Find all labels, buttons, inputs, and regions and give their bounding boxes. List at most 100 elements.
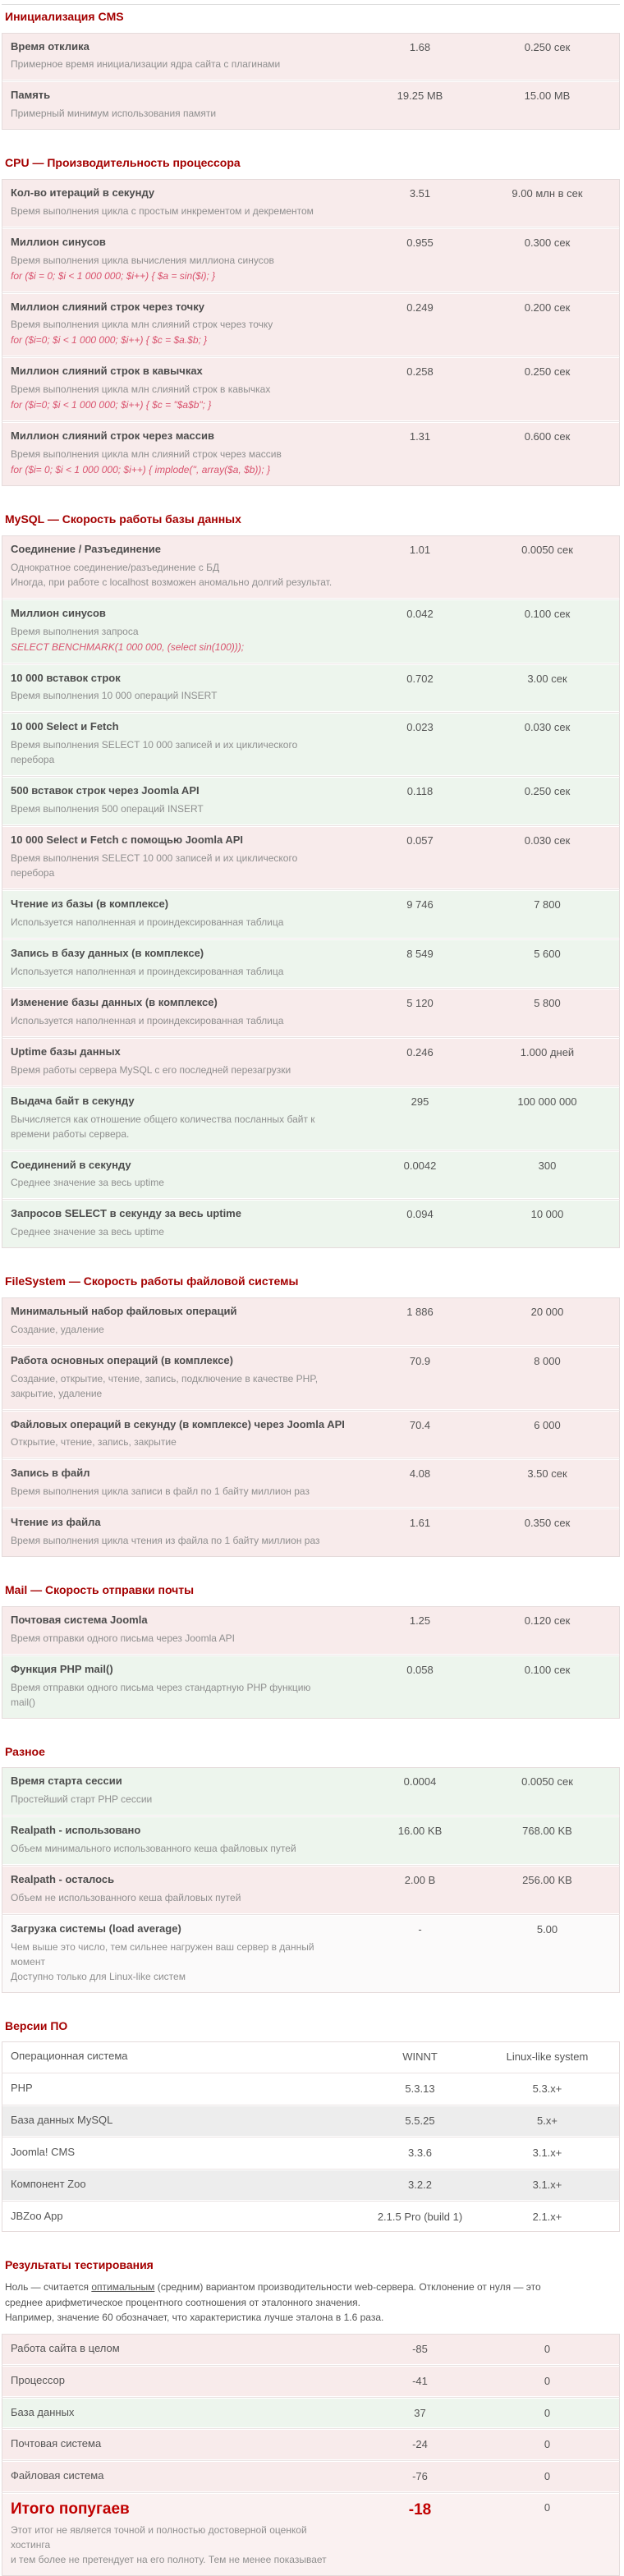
row-reference-value: 3.1.x+ [532, 2178, 562, 2191]
table-row: Запись в базу данных (в комплексе) Исполь… [2, 938, 620, 987]
row-value: 0.955 [406, 236, 434, 249]
section-misc: Разное Время старта сессии Простейший ста… [2, 1745, 620, 1993]
row-value: 1.61 [409, 1517, 431, 1530]
row-description: хостинга [11, 2538, 51, 2551]
row-reference-value: 0.030 сек [524, 721, 571, 734]
table-row: Миллион синусов Время выполнения цикла вы… [2, 227, 620, 292]
benchmark-table: Кол-во итераций в секунду Время выполнени… [2, 178, 620, 487]
row-title: Почтовая система [11, 2437, 102, 2450]
row-value: -41 [412, 2374, 428, 2387]
table-row: Почтовая система Joomla Время отправки од… [2, 1606, 619, 1654]
row-reference-value: 0.300 сек [524, 236, 571, 249]
row-reference-value: 0.250 сек [524, 365, 571, 379]
row-description: и тем более не претендует на его полноту… [11, 2553, 327, 2565]
row-main-cell: Чтение из базы (в комплексе) Используется… [11, 898, 356, 930]
row-description: времени работы сервера. [11, 1127, 130, 1140]
row-value: 0.249 [406, 301, 434, 314]
row-reference-value: 9.00 млн в сек [512, 186, 583, 200]
row-value: 5.3.13 [405, 2082, 435, 2095]
row-title: 10 000 Select и Fetch с помощью Joomla A… [11, 833, 244, 847]
row-main-cell: Запросов SELECT в секунду за весь uptime… [11, 1207, 356, 1239]
row-description: Иногда, при работе с localhost возможен … [11, 576, 333, 588]
row-value: 3.2.2 [408, 2178, 432, 2191]
row-title: Выдача байт в секунду [11, 1094, 135, 1107]
row-title: Запись в файл [11, 1467, 90, 1480]
row-main-cell: Файловая система [11, 2469, 356, 2483]
row-reference-value: 8 000 [534, 1354, 561, 1367]
row-title: Память [11, 89, 51, 102]
row-reference-value: 0 [544, 2406, 551, 2419]
row-title: Миллион слияний строк в кавычках [11, 365, 203, 378]
row-main-cell: Процессор [11, 2374, 356, 2388]
table-row: Миллион слияний строк в кавычках Время вы… [2, 356, 620, 421]
row-value: - [418, 1922, 422, 1935]
benchmark-table: Время старта сессии Простейший старт PHP … [2, 1767, 620, 1993]
section-title: Разное [5, 1744, 45, 1758]
table-row: Работа основных операций (в комплексе) Со… [2, 1345, 620, 1409]
table-row: Кол-во итераций в секунду Время выполнени… [2, 179, 619, 227]
results-intro-line1: Ноль — считается оптимальным (средним) в… [5, 2280, 541, 2293]
row-description: Примерный минимум использования памяти [11, 108, 217, 120]
section-cms-init: Инициализация CMS Время отклика Примерное… [2, 10, 620, 131]
row-value: 70.4 [409, 1418, 431, 1431]
row-code-snippet: for ($i= 0; $i < 1 000 000; $i++) { impl… [11, 464, 271, 476]
row-reference-value: 15.00 MB [524, 90, 571, 103]
row-main-cell: Миллион слияний строк в кавычках Время вы… [11, 365, 356, 412]
row-description: Доступно только для Linux-like систем [11, 1970, 186, 1982]
row-main-cell: Joomla! CMS [11, 2146, 356, 2160]
row-main-cell: Итого попугаев Этот итог не является точн… [11, 2500, 356, 2567]
results-intro-line2: среднее арифметическое процентного соотн… [5, 2296, 360, 2308]
row-value: 0.246 [406, 1045, 434, 1058]
row-main-cell: Realpath - использовано Объем минимальног… [11, 1824, 356, 1856]
row-value: 9 746 [406, 898, 434, 911]
row-value: -24 [412, 2438, 428, 2451]
row-main-cell: Операционная система [11, 2050, 356, 2064]
row-main-cell: PHP [11, 2082, 356, 2096]
row-reference-value: 0.120 сек [524, 1614, 571, 1627]
row-reference-value: 0.100 сек [524, 1663, 571, 1676]
row-value: 16.00 KB [397, 1824, 443, 1837]
page-top-divider [2, 4, 620, 5]
section-software-versions: Версии ПО Операционная система WINNT Linux… [2, 2019, 620, 2233]
row-description: Время выполнения цикла с простым инкреме… [11, 204, 314, 217]
row-reference-value: 0.200 сек [524, 301, 571, 314]
row-description: закрытие, удаление [11, 1387, 103, 1399]
row-main-cell: JBZoo App [11, 2210, 356, 2224]
row-reference-value: 1.000 дней [520, 1045, 575, 1058]
row-main-cell: Компонент Zoo [11, 2178, 356, 2192]
row-main-cell: Почтовая система Joomla Время отправки од… [11, 1614, 356, 1646]
section-mysql: MySQL — Скорость работы базы данных Соед… [2, 512, 620, 1249]
row-reference-value: Linux-like system [506, 2050, 589, 2064]
row-title: Соединение / Разъединение [11, 542, 161, 555]
table-row: 500 вставок строк через Joomla API Время … [2, 776, 620, 825]
row-title: База данных [11, 2405, 75, 2418]
table-row: Работа сайта в целом -85 0 [2, 2334, 619, 2364]
row-main-cell: Минимальный набор файловых операций Созда… [11, 1305, 356, 1337]
table-row: Память Примерный минимум использования па… [2, 80, 620, 130]
row-description: Время выполнения цикла млн слияний строк… [11, 383, 271, 396]
row-reference-value: 0.250 сек [524, 40, 571, 53]
row-reference-value: 0.0050 сек [521, 1775, 573, 1789]
row-main-cell: Чтение из файла Время выполнения цикла чт… [11, 1516, 356, 1548]
row-title: Работа сайта в целом [11, 2341, 120, 2354]
section-title: Версии ПО [5, 2018, 68, 2032]
row-description: Время отправки одного письма через станд… [11, 1681, 311, 1693]
row-description: Среднее значение за весь uptime [11, 1226, 164, 1238]
table-row: Итого попугаев Этот итог не является точн… [2, 2492, 620, 2575]
row-title: Функция PHP mail() [11, 1662, 113, 1675]
row-main-cell: Uptime базы данных Время работы сервера M… [11, 1045, 356, 1077]
row-title: Итого попугаев [11, 2500, 130, 2519]
row-reference-value: 0.600 сек [524, 430, 571, 443]
table-row: Соединение / Разъединение Однократное сое… [2, 535, 619, 598]
row-value: 2.00 B [404, 1873, 436, 1886]
table-row: Миллион синусов Время выполнения запроса S… [2, 598, 620, 663]
table-row: Соединений в секунду Среднее значение за … [2, 1150, 620, 1199]
row-value: WINNT [402, 2050, 438, 2064]
table-row: Файловая система -76 0 [2, 2460, 620, 2492]
row-description: Создание, открытие, чтение, запись, подк… [11, 1372, 319, 1384]
row-reference-value: 5.00 [536, 1922, 558, 1935]
row-value: 0.057 [406, 834, 434, 847]
table-row: Запись в файл Время выполнения цикла запи… [2, 1458, 620, 1508]
row-reference-value: 6 000 [534, 1418, 561, 1431]
row-main-cell: Соединений в секунду Среднее значение за … [11, 1159, 356, 1191]
